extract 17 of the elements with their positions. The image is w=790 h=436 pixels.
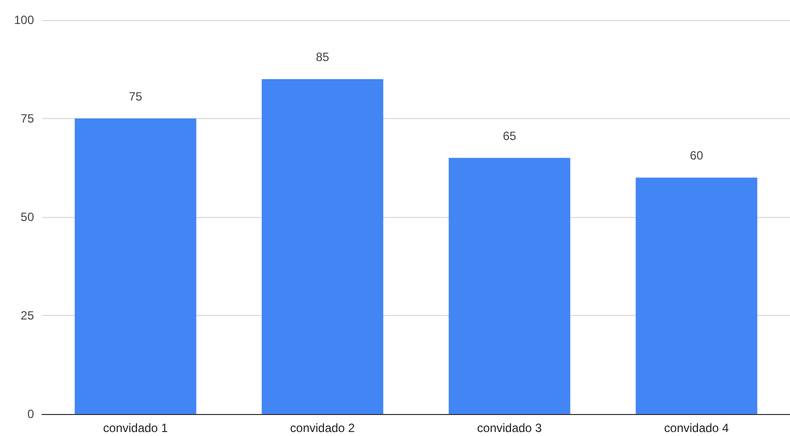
x-tick-label: convidado 2 xyxy=(290,421,356,435)
y-tick-label: 75 xyxy=(20,112,34,126)
x-tick-label: convidado 1 xyxy=(103,421,168,435)
x-tick-label: convidado 4 xyxy=(664,421,730,435)
data-label: 65 xyxy=(502,128,516,143)
data-label: 75 xyxy=(128,90,142,104)
data-label: 85 xyxy=(316,50,330,64)
x-tick-label: convidado 3 xyxy=(477,421,542,435)
bar xyxy=(74,118,196,414)
y-tick-label: 100 xyxy=(14,13,34,27)
data-label: 60 xyxy=(690,148,704,163)
y-tick-label: 50 xyxy=(20,210,34,224)
y-tick-label: 25 xyxy=(20,308,34,322)
y-tick-label: 0 xyxy=(27,407,34,421)
bar xyxy=(448,158,570,414)
bar xyxy=(262,79,384,414)
bar xyxy=(636,178,758,414)
